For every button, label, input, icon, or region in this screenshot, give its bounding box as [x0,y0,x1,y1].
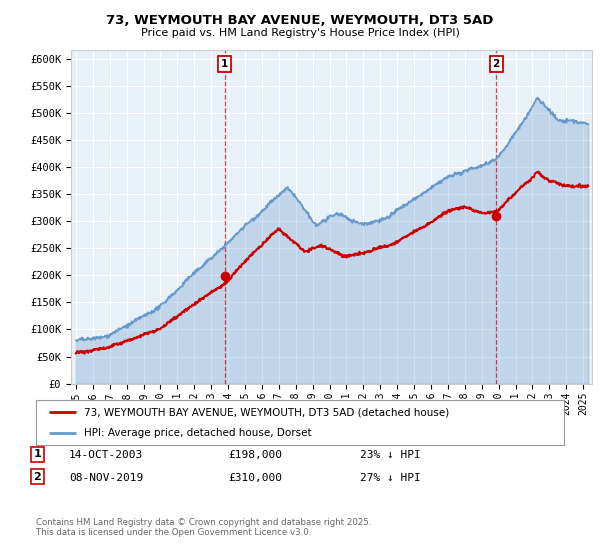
Text: Price paid vs. HM Land Registry's House Price Index (HPI): Price paid vs. HM Land Registry's House … [140,28,460,38]
Text: £310,000: £310,000 [228,473,282,483]
Text: 1: 1 [221,59,228,69]
Text: 23% ↓ HPI: 23% ↓ HPI [360,450,421,460]
Text: 14-OCT-2003: 14-OCT-2003 [69,450,143,460]
Text: 27% ↓ HPI: 27% ↓ HPI [360,473,421,483]
Text: 08-NOV-2019: 08-NOV-2019 [69,473,143,483]
Text: Contains HM Land Registry data © Crown copyright and database right 2025.
This d: Contains HM Land Registry data © Crown c… [36,518,371,538]
Text: HPI: Average price, detached house, Dorset: HPI: Average price, detached house, Dors… [83,428,311,438]
Text: 2: 2 [34,472,41,482]
Text: 2: 2 [493,59,500,69]
Text: 73, WEYMOUTH BAY AVENUE, WEYMOUTH, DT3 5AD: 73, WEYMOUTH BAY AVENUE, WEYMOUTH, DT3 5… [106,14,494,27]
Text: 73, WEYMOUTH BAY AVENUE, WEYMOUTH, DT3 5AD (detached house): 73, WEYMOUTH BAY AVENUE, WEYMOUTH, DT3 5… [83,408,449,418]
Text: 1: 1 [34,449,41,459]
Text: £198,000: £198,000 [228,450,282,460]
